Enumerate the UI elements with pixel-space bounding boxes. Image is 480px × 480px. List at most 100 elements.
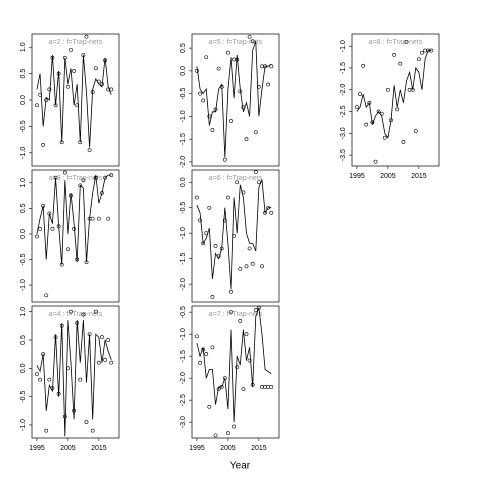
- y-tick-label: -1.5: [180, 253, 187, 265]
- panel-title: a=3 : f=Trap-nets: [49, 175, 103, 182]
- data-point: [401, 140, 406, 144]
- data-point: [253, 130, 258, 135]
- panel-title: a=6 : f=Trap-nets: [209, 175, 263, 182]
- data-point: [219, 385, 224, 389]
- data-point: [35, 103, 39, 108]
- y-tick-label: -3.5: [340, 149, 347, 161]
- data-point: [66, 84, 70, 89]
- data-point: [62, 414, 67, 419]
- panel-frame: [31, 305, 120, 439]
- y-tick-label: 1.0: [20, 178, 27, 188]
- panel-frame: [191, 169, 280, 303]
- data-point: [429, 48, 434, 53]
- data-point: [72, 408, 77, 413]
- y-tick-label: -1.0: [20, 147, 27, 159]
- data-point: [87, 148, 92, 153]
- data-point: [38, 377, 42, 382]
- y-tick-label: -2.0: [180, 372, 187, 384]
- data-point: [238, 89, 243, 94]
- data-point: [250, 39, 255, 44]
- data-point: [44, 428, 49, 433]
- data-point: [103, 357, 107, 362]
- data-point: [238, 266, 243, 271]
- data-point: [93, 175, 98, 180]
- data-point: [204, 55, 209, 60]
- data-point: [229, 310, 233, 315]
- data-point: [100, 82, 104, 87]
- data-point: [53, 175, 58, 180]
- data-point: [56, 391, 61, 396]
- data-point: [35, 372, 39, 376]
- data-point: [226, 195, 230, 200]
- y-tick-label: -2.5: [340, 105, 347, 117]
- data-point: [269, 64, 274, 69]
- data-point: [235, 180, 240, 185]
- data-point: [222, 376, 227, 381]
- y-tick-label: -1.0: [20, 279, 27, 291]
- data-point: [213, 433, 218, 438]
- data-point: [398, 61, 403, 66]
- data-point: [47, 377, 52, 382]
- data-point: [62, 55, 67, 60]
- data-point: [53, 103, 58, 108]
- y-tick-label: -2.0: [180, 278, 187, 290]
- panel-title: a=2 : f=Trap-nets: [49, 39, 103, 46]
- data-point: [59, 262, 64, 267]
- data-point: [253, 170, 258, 174]
- panel-title: a=8 : f=Trap-nets: [369, 39, 423, 46]
- data-point: [44, 98, 49, 102]
- data-point: [210, 128, 215, 132]
- y-tick-label: -1.0: [20, 419, 27, 431]
- x-tick-label: 2015: [91, 445, 107, 452]
- data-point: [109, 87, 114, 92]
- data-point: [370, 120, 375, 125]
- data-point: [241, 105, 246, 110]
- data-point: [256, 305, 261, 310]
- data-point: [81, 178, 86, 183]
- data-point: [216, 66, 221, 71]
- data-point: [47, 87, 52, 92]
- data-point: [100, 335, 104, 340]
- panel-title: a=7 : f=Trap-nets: [209, 311, 263, 318]
- data-point: [72, 226, 77, 231]
- data-point: [256, 84, 261, 89]
- data-point: [373, 159, 378, 164]
- data-point: [210, 295, 215, 299]
- data-point: [241, 190, 246, 195]
- data-point: [238, 319, 243, 323]
- data-point: [87, 332, 92, 337]
- data-point: [410, 87, 415, 92]
- data-point: [244, 264, 249, 269]
- data-point: [47, 211, 52, 216]
- data-point: [78, 377, 83, 382]
- y-tick-label: -3.0: [340, 127, 347, 139]
- data-point: [198, 360, 202, 365]
- data-point: [96, 79, 101, 84]
- data-point: [213, 107, 218, 112]
- x-tick-label: 2005: [220, 445, 236, 452]
- y-tick-label: -1.5: [340, 62, 347, 74]
- data-point: [256, 180, 261, 185]
- data-point: [81, 312, 86, 317]
- data-point: [404, 39, 409, 44]
- y-tick-label: -2.0: [340, 84, 347, 96]
- data-point: [201, 98, 206, 103]
- data-point: [90, 428, 95, 433]
- y-tick-label: 1.0: [20, 307, 27, 317]
- y-tick-label: 0.0: [20, 229, 27, 239]
- data-point: [72, 69, 77, 73]
- x-tick-label: 2015: [251, 445, 267, 452]
- panel-title: a=4 : f=Trap-nets: [49, 311, 103, 318]
- x-tick-label: 2005: [60, 445, 76, 452]
- y-tick-label: -1.0: [180, 110, 187, 122]
- data-point: [413, 129, 418, 134]
- series-line: [36, 55, 112, 148]
- x-axis-label: Year: [230, 461, 251, 472]
- data-point: [235, 57, 240, 62]
- data-point: [247, 358, 252, 363]
- data-point: [75, 103, 80, 108]
- data-point: [35, 234, 39, 239]
- data-point: [106, 338, 111, 342]
- data-point: [263, 64, 267, 69]
- y-tick-label: -1.0: [180, 227, 187, 239]
